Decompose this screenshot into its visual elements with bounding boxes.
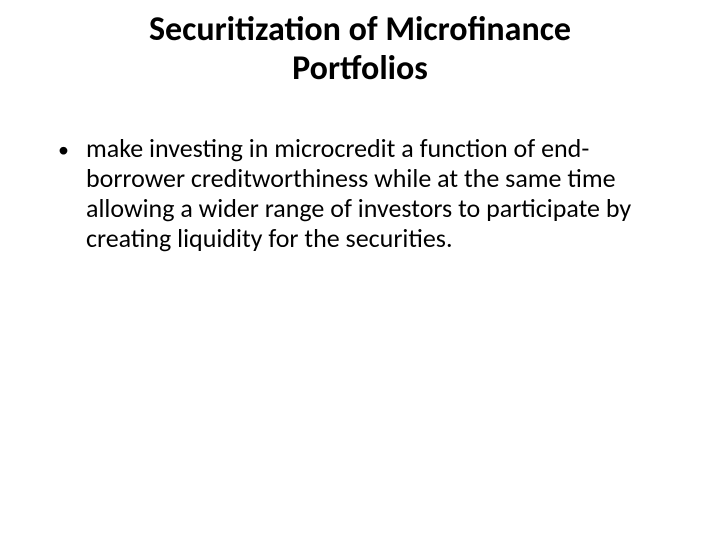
bullet-marker-icon: • bbox=[58, 134, 86, 162]
slide-title: Securitization of Microfinance Portfolio… bbox=[58, 10, 662, 88]
bullet-text: make investing in microcredit a function… bbox=[86, 134, 662, 254]
slide-container: Securitization of Microfinance Portfolio… bbox=[0, 0, 720, 540]
slide-content: • make investing in microcredit a functi… bbox=[58, 134, 662, 254]
bullet-item: • make investing in microcredit a functi… bbox=[58, 134, 662, 254]
